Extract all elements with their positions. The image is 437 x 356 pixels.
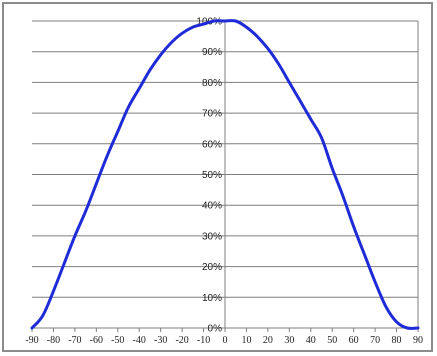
x-tick-label: -30 — [154, 335, 167, 346]
x-tick-label: -90 — [25, 335, 38, 346]
y-tick-label: 80% — [202, 78, 222, 89]
y-tick-label: 70% — [202, 109, 222, 120]
y-tick-label: 50% — [202, 170, 222, 181]
x-tick-label: -80 — [47, 335, 60, 346]
x-tick-label: 30 — [284, 335, 294, 346]
y-tick-label: 10% — [202, 293, 222, 304]
y-tick-label: 90% — [202, 47, 222, 58]
x-tick-label: -60 — [90, 335, 103, 346]
x-tick-label: 80 — [392, 335, 402, 346]
x-tick-label: -20 — [175, 335, 188, 346]
series-line — [30, 19, 420, 330]
x-tick-label: -40 — [133, 335, 146, 346]
x-tick-label: -50 — [111, 335, 124, 346]
x-tick-label: -10 — [197, 335, 210, 346]
x-tick-label: 20 — [263, 335, 273, 346]
y-tick-label: 40% — [202, 201, 222, 212]
y-tick-label: 0% — [208, 324, 223, 335]
x-tick-label: 10 — [241, 335, 251, 346]
x-tick-label: 40 — [306, 335, 316, 346]
x-tick-label: 50 — [327, 335, 337, 346]
y-tick-label: 30% — [202, 231, 222, 242]
y-tick-label: 60% — [202, 139, 222, 150]
x-tick-label: -70 — [68, 335, 81, 346]
x-tick-label: 0 — [223, 335, 228, 346]
x-tick-label: 60 — [349, 335, 359, 346]
x-tick-label: 90 — [413, 335, 423, 346]
y-tick-label: 20% — [202, 262, 222, 273]
x-tick-label: 70 — [370, 335, 380, 346]
